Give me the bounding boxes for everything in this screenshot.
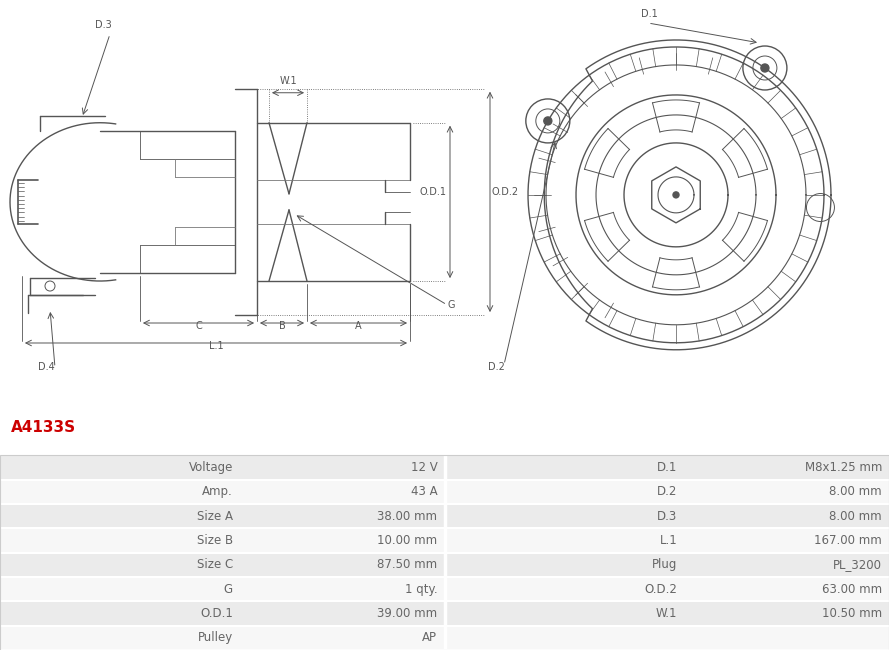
Bar [685, 504, 889, 528]
Circle shape [544, 117, 552, 125]
Text: D.3: D.3 [95, 20, 112, 30]
Bar [240, 626, 444, 650]
Bar [0, 626, 240, 650]
Bar [444, 480, 685, 504]
Text: D.2: D.2 [488, 362, 505, 372]
Text: G: G [224, 582, 233, 595]
Bar [240, 577, 444, 601]
Circle shape [673, 192, 679, 198]
Text: PL_3200: PL_3200 [833, 558, 882, 571]
Bar [685, 577, 889, 601]
Bar [444, 528, 685, 552]
Text: O.D.2: O.D.2 [492, 187, 519, 197]
Text: M8x1.25 mm: M8x1.25 mm [805, 461, 882, 474]
Text: Voltage: Voltage [188, 461, 233, 474]
Bar [444, 577, 685, 601]
Text: Size A: Size A [197, 510, 233, 523]
Bar [240, 601, 444, 626]
Bar [0, 480, 240, 504]
Bar [444, 601, 685, 626]
Text: O.D.1: O.D.1 [420, 187, 447, 197]
Text: W.1: W.1 [656, 607, 677, 620]
Text: 8.00 mm: 8.00 mm [829, 510, 882, 523]
Text: 43 A: 43 A [411, 486, 437, 499]
Bar [240, 552, 444, 577]
Bar [444, 552, 685, 577]
Bar [240, 504, 444, 528]
Text: 63.00 mm: 63.00 mm [821, 582, 882, 595]
Text: 10.50 mm: 10.50 mm [821, 607, 882, 620]
Bar [0, 601, 240, 626]
Bar [685, 626, 889, 650]
Text: 1 qty.: 1 qty. [404, 582, 437, 595]
Text: L.1: L.1 [660, 534, 677, 547]
Text: Amp.: Amp. [202, 486, 233, 499]
Text: 10.00 mm: 10.00 mm [377, 534, 437, 547]
Text: Plug: Plug [652, 558, 677, 571]
Bar [0, 552, 240, 577]
Bar [240, 480, 444, 504]
Bar [685, 601, 889, 626]
Text: G: G [448, 300, 455, 310]
Bar [685, 456, 889, 480]
Text: D.4: D.4 [38, 362, 55, 372]
Text: B: B [278, 321, 285, 331]
Text: A: A [356, 321, 362, 331]
Text: O.D.2: O.D.2 [645, 582, 677, 595]
Bar [444, 456, 685, 480]
Text: 87.50 mm: 87.50 mm [377, 558, 437, 571]
Text: D.1: D.1 [641, 9, 658, 19]
Text: L.1: L.1 [209, 341, 223, 351]
Bar [685, 480, 889, 504]
Bar [685, 552, 889, 577]
Text: A4133S: A4133S [11, 420, 76, 435]
Text: Size C: Size C [196, 558, 233, 571]
Text: W.1: W.1 [279, 76, 297, 86]
Text: Pulley: Pulley [197, 631, 233, 644]
Bar [0, 528, 240, 552]
Circle shape [761, 64, 769, 72]
Text: O.D.1: O.D.1 [200, 607, 233, 620]
Text: C: C [195, 321, 202, 331]
Text: D.2: D.2 [657, 486, 677, 499]
Bar [444, 626, 685, 650]
Bar [0, 577, 240, 601]
Text: 8.00 mm: 8.00 mm [829, 486, 882, 499]
Bar [0, 456, 889, 650]
Text: Size B: Size B [196, 534, 233, 547]
Bar [685, 528, 889, 552]
Bar [240, 528, 444, 552]
Text: 39.00 mm: 39.00 mm [377, 607, 437, 620]
Text: AP: AP [422, 631, 437, 644]
Bar [444, 504, 685, 528]
Bar [0, 504, 240, 528]
Text: 38.00 mm: 38.00 mm [378, 510, 437, 523]
Text: 12 V: 12 V [411, 461, 437, 474]
Text: D.1: D.1 [657, 461, 677, 474]
Bar [0, 456, 240, 480]
Text: 167.00 mm: 167.00 mm [814, 534, 882, 547]
Text: D.3: D.3 [657, 510, 677, 523]
Bar [240, 456, 444, 480]
